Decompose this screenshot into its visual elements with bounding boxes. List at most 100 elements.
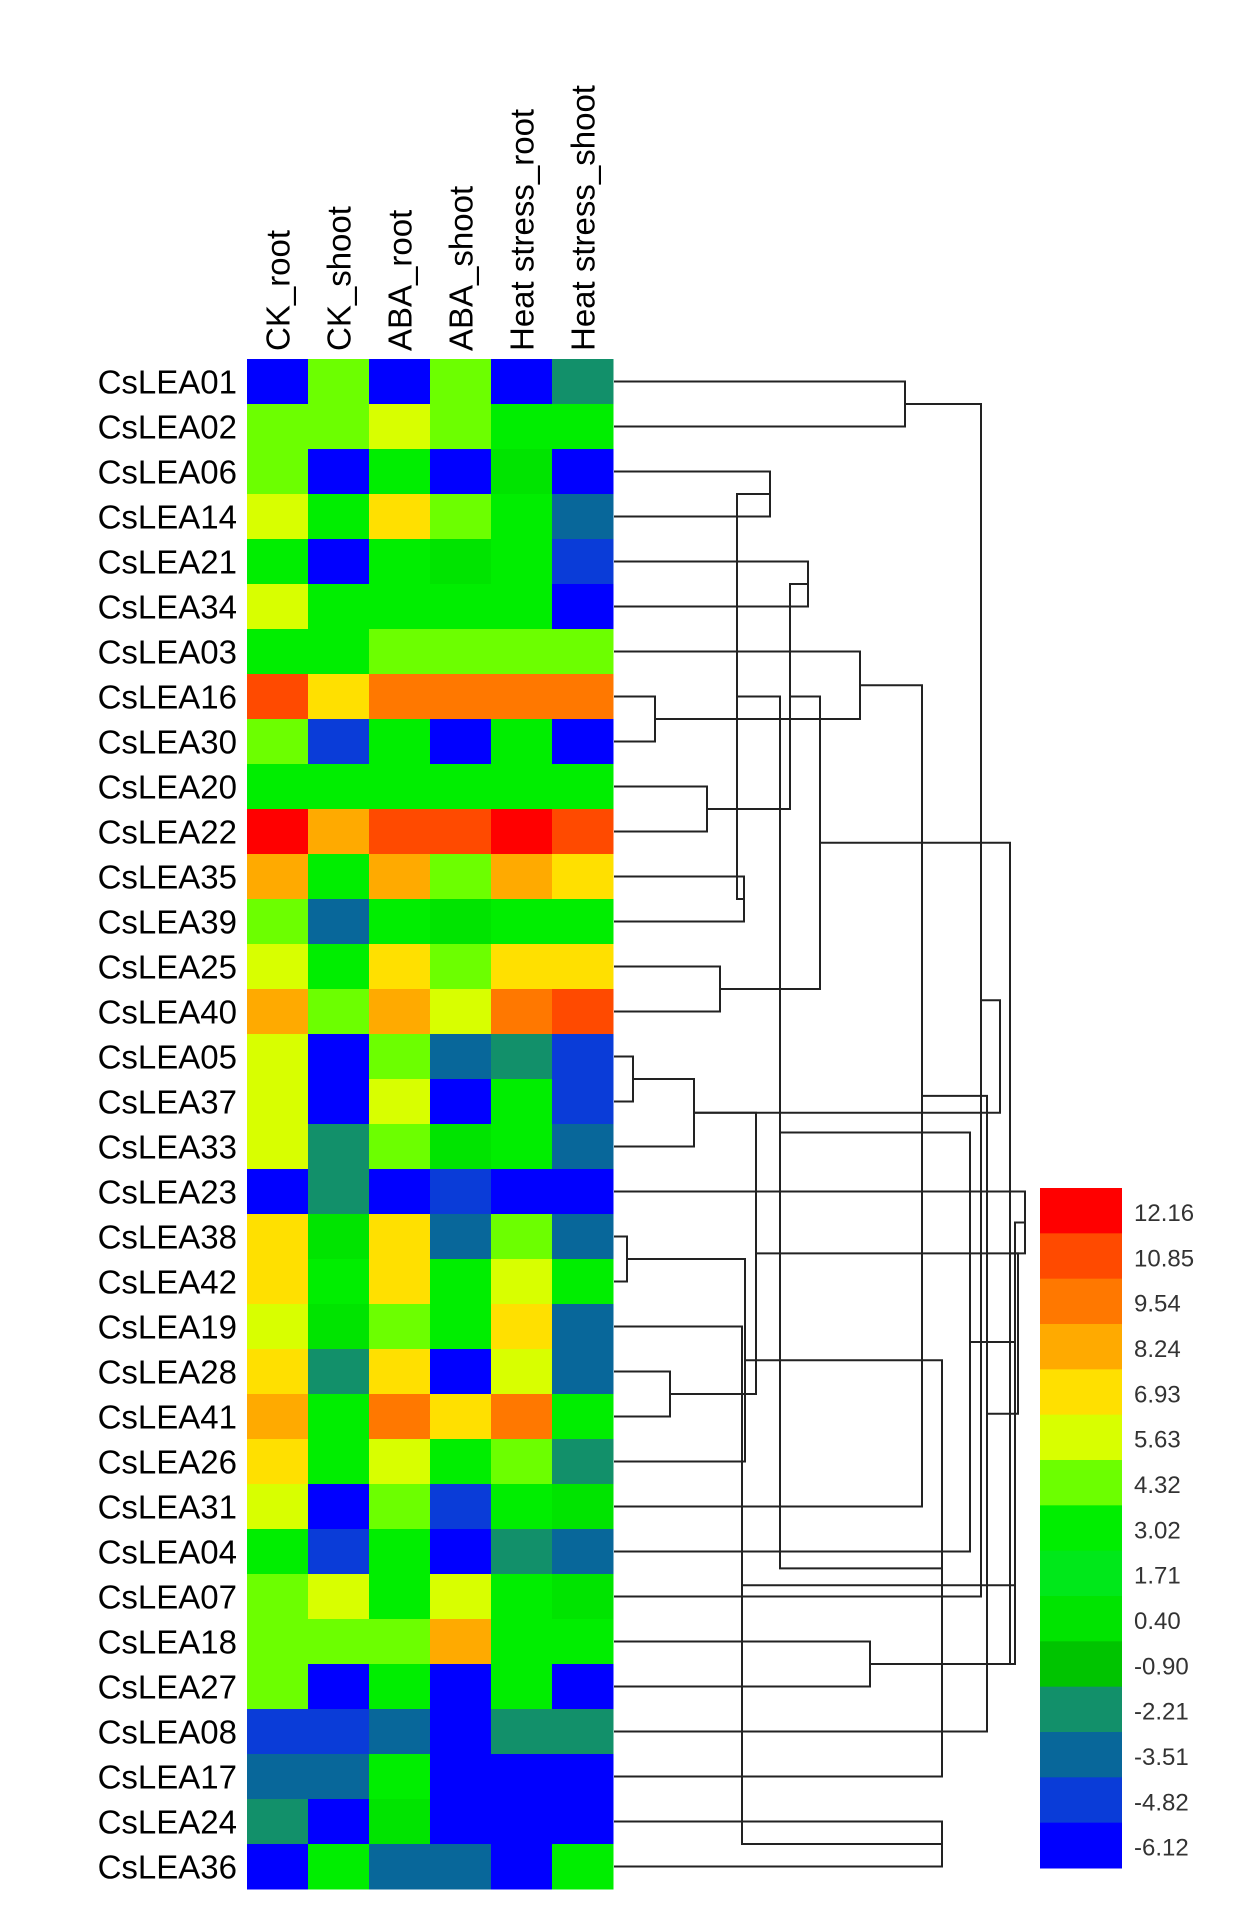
heatmap-cell xyxy=(552,1304,614,1350)
legend-color-step xyxy=(1040,1505,1122,1552)
heatmap-cell xyxy=(430,1124,492,1170)
heatmap-cell xyxy=(430,629,492,675)
heatmap-cell xyxy=(430,764,492,810)
legend-tick-label: 0.40 xyxy=(1134,1608,1181,1635)
heatmap-cell xyxy=(369,1124,431,1170)
heatmap-cell xyxy=(491,1439,553,1485)
heatmap-cell xyxy=(247,1484,309,1530)
legend-color-step xyxy=(1040,1369,1122,1416)
heatmap-cell xyxy=(491,674,553,720)
legend-color-step xyxy=(1040,1550,1122,1597)
heatmap-cell xyxy=(308,854,370,900)
heatmap-cell xyxy=(308,404,370,450)
row-label: CsLEA30 xyxy=(98,724,237,761)
dendrogram-branch xyxy=(694,999,1001,1114)
row-label: CsLEA23 xyxy=(98,1174,237,1211)
column-label: Heat stress_root xyxy=(504,109,541,351)
legend-color-step xyxy=(1040,1414,1122,1461)
heatmap-cell xyxy=(369,404,431,450)
row-label: CsLEA33 xyxy=(98,1129,237,1166)
dendrogram-branch xyxy=(670,1111,757,1395)
row-label: CsLEA36 xyxy=(98,1849,237,1886)
heatmap-cell xyxy=(552,1844,614,1890)
heatmap-cell xyxy=(430,989,492,1035)
row-label: CsLEA39 xyxy=(98,904,237,941)
heatmap-cell xyxy=(491,1709,553,1755)
heatmap-cell xyxy=(552,944,614,990)
heatmap-cell xyxy=(491,1394,553,1440)
heatmap-cell xyxy=(247,764,309,810)
heatmap-cell xyxy=(491,404,553,450)
heatmap-cell xyxy=(430,1664,492,1710)
heatmap-cell xyxy=(308,1214,370,1260)
heatmap-cell xyxy=(247,539,309,585)
heatmap-cell xyxy=(552,1529,614,1575)
legend-tick-label: 6.93 xyxy=(1134,1381,1181,1408)
heatmap-cell xyxy=(369,494,431,540)
heatmap-cell xyxy=(247,899,309,945)
heatmap-cell xyxy=(491,494,553,540)
heatmap-cell xyxy=(430,1709,492,1755)
heatmap-cell xyxy=(369,1259,431,1305)
dendrogram-branch xyxy=(614,1078,695,1148)
heatmap-cell xyxy=(369,719,431,765)
legend-color-step xyxy=(1040,1460,1122,1506)
dendrogram-branch xyxy=(720,695,821,990)
heatmap-cell xyxy=(430,1304,492,1350)
heatmap-cell xyxy=(247,1529,309,1575)
heatmap-cell xyxy=(247,854,309,900)
heatmap-cell xyxy=(552,1619,614,1665)
heatmap-cell xyxy=(308,809,370,855)
heatmap-cell xyxy=(552,1394,614,1440)
heatmap-cell xyxy=(552,1034,614,1080)
heatmap-cell xyxy=(430,674,492,720)
heatmap-cell xyxy=(491,1619,553,1665)
heatmap-cell xyxy=(369,1484,431,1530)
column-label: ABA_shoot xyxy=(443,186,480,351)
heatmap-cell xyxy=(369,989,431,1035)
heatmap-cell xyxy=(552,629,614,675)
row-label: CsLEA40 xyxy=(98,994,237,1031)
heatmap-cell xyxy=(430,1754,492,1800)
heatmap-cell xyxy=(552,899,614,945)
heatmap-cell xyxy=(308,719,370,765)
row-label: CsLEA31 xyxy=(98,1489,237,1526)
heatmap-cell xyxy=(552,359,614,405)
heatmap-cell xyxy=(247,1259,309,1305)
heatmap-cell xyxy=(247,1574,309,1620)
heatmap-cell xyxy=(369,1664,431,1710)
column-label: CK_shoot xyxy=(321,206,358,351)
row-label: CsLEA06 xyxy=(98,454,237,491)
heatmap-cell xyxy=(552,719,614,765)
heatmap-cell xyxy=(491,539,553,585)
heatmap-cell xyxy=(369,1799,431,1845)
legend-tick-label: 12.16 xyxy=(1134,1200,1194,1227)
heatmap-cell xyxy=(552,809,614,855)
heatmap-cell xyxy=(491,584,553,630)
dendrogram-branch xyxy=(870,1340,1016,1665)
legend-tick-label: 8.24 xyxy=(1134,1336,1181,1363)
legend-tick-label: -4.82 xyxy=(1134,1789,1189,1816)
heatmap-cell xyxy=(430,854,492,900)
heatmap-cell xyxy=(247,989,309,1035)
heatmap-cell xyxy=(247,1349,309,1395)
heatmap-cell xyxy=(430,1484,492,1530)
heatmap-cell xyxy=(369,1034,431,1080)
heatmap-cell xyxy=(369,1349,431,1395)
heatmap-cell xyxy=(491,899,553,945)
row-label: CsLEA24 xyxy=(98,1804,237,1841)
heatmap-cell xyxy=(369,1304,431,1350)
row-label: CsLEA17 xyxy=(98,1759,237,1796)
heatmap-cell xyxy=(491,1079,553,1125)
heatmap-cell xyxy=(430,1169,492,1215)
dendrogram-branch xyxy=(614,965,721,1013)
heatmap-cell xyxy=(552,584,614,630)
heatmap-cell xyxy=(491,989,553,1035)
heatmap-cell xyxy=(491,809,553,855)
heatmap-cell xyxy=(369,899,431,945)
heatmap-cell xyxy=(308,539,370,585)
row-label: CsLEA05 xyxy=(98,1039,237,1076)
heatmap-cell xyxy=(247,584,309,630)
